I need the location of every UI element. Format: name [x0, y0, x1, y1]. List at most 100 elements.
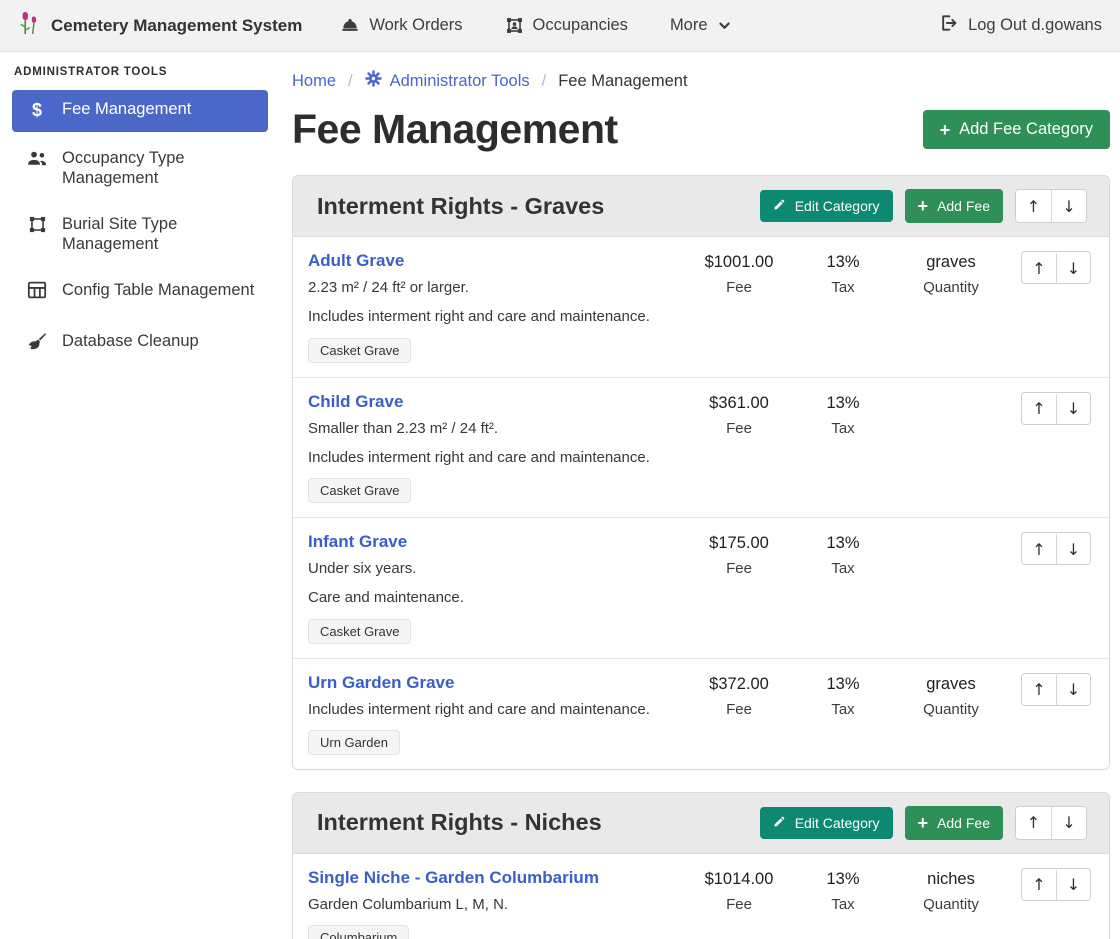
fee-amount-column: $372.00 Fee — [709, 674, 769, 718]
fee-name-link[interactable]: Adult Grave — [308, 251, 405, 270]
fee-name-link[interactable]: Infant Grave — [308, 532, 408, 551]
sidebar-item-burial-site-type-management[interactable]: Burial Site Type Management — [12, 205, 268, 264]
sidebar-item-fee-management[interactable]: $ Fee Management — [12, 90, 268, 132]
breadcrumb: Home / Administrator Tools — [292, 70, 1110, 92]
fee-tax-column: 13% Tax — [826, 534, 860, 577]
fee-row: Infant Grave Under six years. Care and m… — [293, 517, 1109, 658]
move-category-down-button[interactable]: ↓ — [1051, 190, 1086, 222]
people-icon — [26, 149, 48, 172]
sidebar-item-label: Occupancy Type Management — [62, 148, 185, 188]
move-fee-down-button[interactable]: ↓ — [1056, 253, 1090, 283]
fee-category-card-graves: Interment Rights - Graves Edit Category … — [292, 175, 1110, 770]
nav-links: Work Orders Occupancies More — [340, 16, 731, 36]
category-reorder-group: ↑ ↓ — [1015, 189, 1087, 223]
sidebar: ADMINISTRATOR TOOLS $ Fee Management Occ… — [0, 52, 280, 392]
sidebar-item-label: Database Cleanup — [62, 331, 199, 350]
fee-amount-column: $361.00 Fee — [709, 393, 769, 437]
add-fee-category-button[interactable]: + Add Fee Category — [922, 110, 1110, 149]
fee-tax-column: 13% Tax — [826, 674, 860, 718]
fee-amount-column: $1014.00 Fee — [704, 869, 774, 913]
logout-icon — [939, 13, 959, 38]
page-title: Fee Management — [292, 106, 618, 152]
fee-category-card-niches: Interment Rights - Niches Edit Category … — [292, 791, 1110, 939]
fee-quantity-column — [895, 392, 1007, 394]
fee-type-badge: Casket Grave — [308, 618, 412, 644]
fee-row: Adult Grave 2.23 m² / 24 ft² or larger. … — [293, 237, 1109, 377]
fee-reorder-group: ↑ ↓ — [1021, 532, 1091, 565]
tulip-logo-icon — [18, 10, 42, 41]
fee-name-link[interactable]: Child Grave — [308, 391, 404, 411]
sidebar-item-occupancy-type-management[interactable]: Occupancy Type Management — [12, 139, 268, 198]
fee-reorder-group: ↑ ↓ — [1021, 251, 1091, 284]
logout-button[interactable]: Log Out d.gowans — [939, 13, 1102, 38]
fee-reorder-group: ↑ ↓ — [1021, 867, 1091, 901]
sidebar-item-config-table-management[interactable]: Config Table Management — [12, 271, 268, 314]
broom-icon — [26, 332, 48, 355]
sidebar-item-label: Config Table Management — [62, 281, 255, 300]
breadcrumb-home-link[interactable]: Home — [292, 71, 337, 90]
move-fee-up-button[interactable]: ↑ — [1022, 674, 1056, 705]
fee-description: 2.23 m² / 24 ft² or larger. — [308, 279, 469, 296]
breadcrumb-separator: / — [348, 71, 353, 90]
fee-reorder-group: ↑ ↓ — [1021, 672, 1091, 706]
nav-label: Work Orders — [369, 16, 463, 34]
chevron-down-icon — [717, 18, 732, 33]
fee-quantity-column: niches Quantity — [923, 869, 979, 913]
nav-item-more[interactable]: More — [670, 16, 732, 35]
add-fee-button[interactable]: + Add Fee — [904, 189, 1003, 223]
fee-type-badge: Casket Grave — [308, 478, 412, 503]
sidebar-item-label: Fee Management — [62, 100, 192, 118]
move-category-down-button[interactable]: ↓ — [1051, 806, 1086, 839]
edit-category-button[interactable]: Edit Category — [759, 806, 893, 839]
fee-type-badge: Urn Garden — [308, 729, 400, 755]
plus-icon: + — [917, 196, 929, 216]
sidebar-item-label: Burial Site Type Management — [62, 215, 178, 254]
fee-tax-column: 13% Tax — [826, 393, 860, 437]
fee-amount-column: $1001.00 Fee — [704, 253, 774, 296]
add-fee-button[interactable]: + Add Fee — [904, 805, 1003, 840]
move-category-up-button[interactable]: ↑ — [1016, 190, 1051, 222]
move-fee-down-button[interactable]: ↓ — [1056, 674, 1090, 705]
fee-type-badge: Casket Grave — [308, 337, 412, 363]
plus-icon: + — [939, 119, 951, 140]
category-title: Interment Rights - Graves — [317, 192, 605, 219]
move-category-up-button[interactable]: ↑ — [1016, 806, 1051, 839]
move-fee-up-button[interactable]: ↑ — [1022, 869, 1056, 900]
fee-description: Includes interment right and care and ma… — [308, 308, 650, 326]
breadcrumb-current: Fee Management — [558, 71, 688, 90]
nav-label: Occupancies — [532, 16, 628, 34]
edit-category-button[interactable]: Edit Category — [759, 190, 893, 222]
app-brand[interactable]: Cemetery Management System — [18, 10, 302, 41]
occupancy-frame-icon — [505, 16, 524, 35]
move-fee-down-button[interactable]: ↓ — [1056, 869, 1090, 900]
fee-amount-column: $175.00 Fee — [709, 534, 769, 577]
move-fee-up-button[interactable]: ↑ — [1022, 253, 1056, 283]
fee-name-link[interactable]: Single Niche - Garden Columbarium — [308, 867, 599, 887]
fee-tax-column: 13% Tax — [826, 253, 860, 296]
fee-name-link[interactable]: Urn Garden Grave — [308, 672, 455, 692]
breadcrumb-section-label: Administrator Tools — [389, 71, 530, 90]
move-fee-up-button[interactable]: ↑ — [1022, 393, 1056, 424]
fee-type-badge: Columbarium — [308, 925, 410, 939]
breadcrumb-admin-tools-link[interactable]: Administrator Tools — [364, 70, 530, 92]
nav-label: More — [669, 16, 708, 34]
fee-quantity-column: graves Quantity — [923, 674, 979, 718]
sidebar-heading: ADMINISTRATOR TOOLS — [14, 66, 168, 78]
fee-row: Child Grave Smaller than 2.23 m² / 24 ft… — [293, 376, 1109, 518]
sidebar-item-database-cleanup[interactable]: Database Cleanup — [12, 322, 268, 365]
nav-item-occupancies[interactable]: Occupancies — [505, 16, 628, 35]
category-header: Interment Rights - Graves Edit Category … — [293, 176, 1109, 237]
pencil-icon — [773, 198, 786, 214]
move-fee-up-button[interactable]: ↑ — [1022, 534, 1056, 564]
category-title: Interment Rights - Niches — [317, 809, 602, 836]
plus-icon: + — [917, 812, 929, 833]
nav-item-work-orders[interactable]: Work Orders — [340, 16, 463, 36]
category-reorder-group: ↑ ↓ — [1015, 805, 1087, 840]
move-fee-down-button[interactable]: ↓ — [1056, 534, 1090, 564]
fee-description: Care and maintenance. — [308, 589, 464, 607]
vector-square-icon — [26, 215, 48, 239]
main-content: Home / Administrator Tools — [280, 52, 1120, 939]
move-fee-down-button[interactable]: ↓ — [1056, 393, 1090, 424]
category-header: Interment Rights - Niches Edit Category … — [293, 792, 1109, 854]
table-icon — [26, 281, 48, 304]
